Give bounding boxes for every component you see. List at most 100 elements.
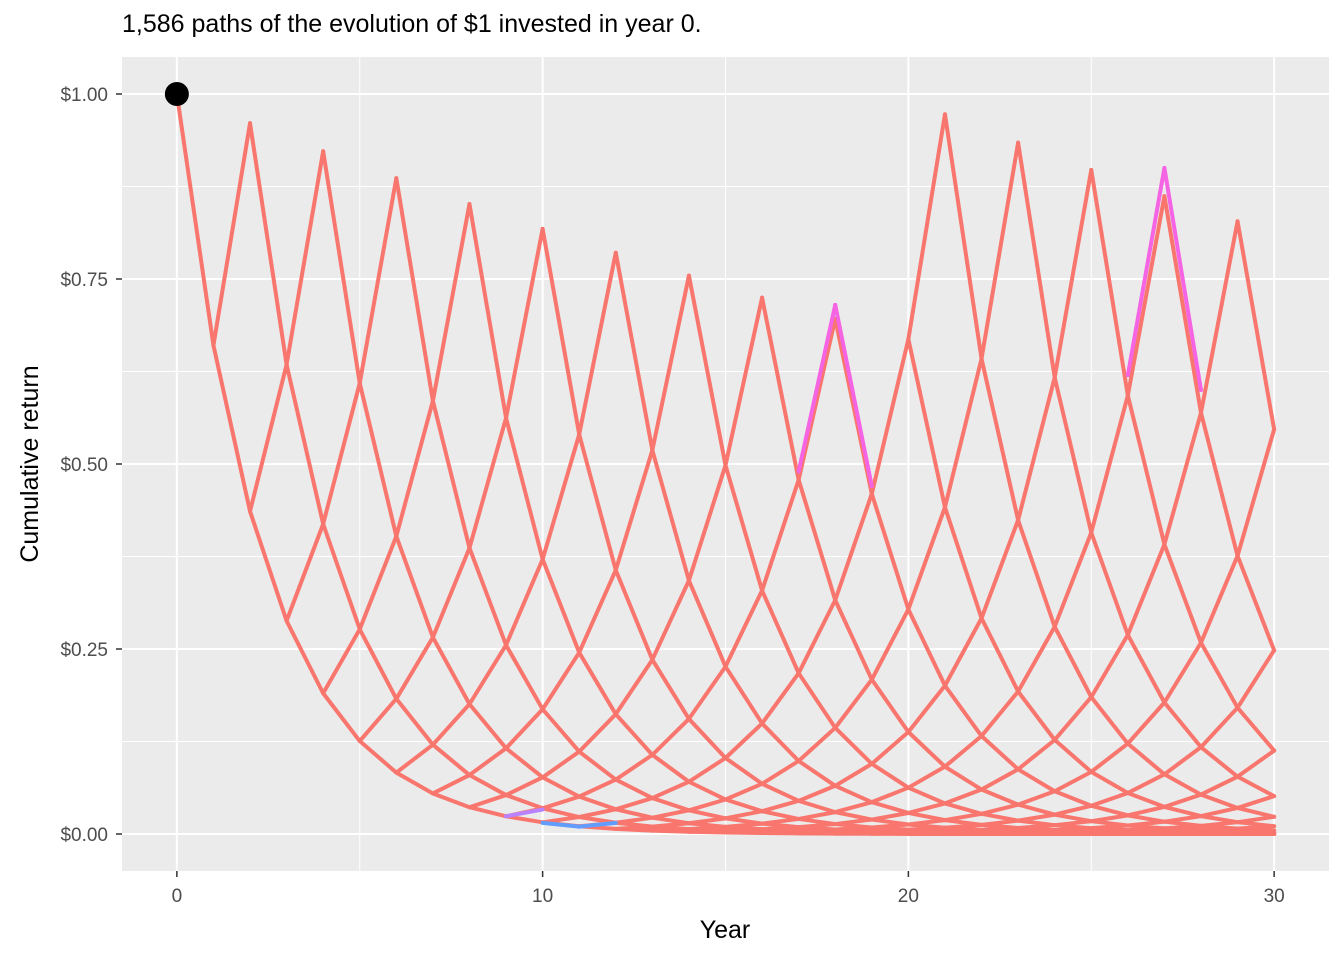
path-segment xyxy=(1162,804,1203,819)
path-segment xyxy=(430,791,472,810)
path-segment xyxy=(430,635,472,707)
path-segment xyxy=(1089,813,1130,824)
path-segment xyxy=(1089,741,1130,774)
path-segment xyxy=(686,816,728,826)
path-segment xyxy=(1016,518,1057,629)
path-segment xyxy=(321,691,362,744)
path-segment xyxy=(613,448,655,573)
path-segment xyxy=(394,770,435,796)
path-segment xyxy=(540,557,582,655)
y-axis: $0.00 $0.25 $0.50 $0.75 $1.00 xyxy=(60,85,122,846)
path-segment xyxy=(1016,375,1057,523)
path-segment xyxy=(1089,695,1130,746)
path-segment xyxy=(1162,410,1203,547)
path-segment xyxy=(942,801,984,816)
path-segment xyxy=(1235,553,1277,653)
path-segment xyxy=(1089,803,1130,818)
path-segment xyxy=(613,250,655,453)
path-segment xyxy=(942,112,984,361)
path-segment xyxy=(979,734,1021,772)
path-segment xyxy=(760,809,801,821)
path-segment xyxy=(1162,814,1203,824)
path-segment xyxy=(833,761,874,788)
path-segment xyxy=(577,712,618,754)
path-segment xyxy=(1052,530,1094,629)
path-segment xyxy=(1235,219,1277,432)
path-segment xyxy=(540,775,582,799)
path-segment xyxy=(504,226,545,420)
path-segment xyxy=(577,777,618,799)
path-segment xyxy=(1089,632,1130,700)
path-segment xyxy=(796,798,838,815)
path-segment xyxy=(833,725,874,766)
path-segment xyxy=(650,815,691,826)
path-segment xyxy=(869,810,911,822)
y-axis-title: Cumulative return xyxy=(16,365,44,562)
path-segment xyxy=(1235,648,1277,710)
path-segment xyxy=(686,797,728,813)
path-segment xyxy=(942,734,984,769)
path-segment xyxy=(1235,748,1277,779)
path-segment xyxy=(430,702,472,747)
path-segment xyxy=(577,568,618,655)
path-segment xyxy=(869,607,911,682)
path-segment xyxy=(1089,790,1130,808)
path-segment xyxy=(1016,767,1057,794)
path-segment xyxy=(796,725,838,763)
path-segment xyxy=(1162,792,1203,809)
path-segment xyxy=(650,779,691,801)
path-segment xyxy=(248,121,289,367)
path-segment xyxy=(1125,772,1167,795)
path-segment xyxy=(760,758,801,786)
x-tick-label: 30 xyxy=(1264,886,1285,907)
path-segment xyxy=(1235,814,1277,825)
path-segment xyxy=(540,806,582,820)
path-segment xyxy=(321,149,362,386)
path-segment xyxy=(394,635,435,701)
path-segment xyxy=(1198,745,1240,779)
path-segment xyxy=(1235,427,1277,558)
path-segment xyxy=(796,598,838,676)
path-segment xyxy=(650,752,691,784)
path-segment xyxy=(906,505,947,612)
path-segment xyxy=(760,816,801,826)
path-segment xyxy=(650,796,691,813)
x-tick-label: 0 xyxy=(172,886,183,907)
path-segment xyxy=(979,689,1021,739)
path-segment xyxy=(430,773,472,796)
path-segment xyxy=(613,815,655,825)
path-segment xyxy=(467,702,509,751)
highlighted-path-segment xyxy=(833,302,874,489)
path-segment xyxy=(942,505,984,621)
path-segment xyxy=(796,316,838,482)
path-segment xyxy=(467,805,509,819)
path-segment xyxy=(284,362,326,526)
path-segment xyxy=(613,796,655,812)
path-segment xyxy=(1016,689,1057,742)
path-segment xyxy=(833,783,874,805)
path-segment xyxy=(248,362,289,514)
path-segment xyxy=(1052,812,1094,824)
path-segment xyxy=(760,781,801,803)
path-segment xyxy=(504,814,545,825)
path-segment xyxy=(686,779,728,802)
x-axis-title: Year xyxy=(700,916,751,944)
path-segment xyxy=(1162,194,1203,415)
path-segment xyxy=(650,657,691,721)
path-segment xyxy=(1052,375,1094,535)
path-segment xyxy=(430,545,472,640)
path-segment xyxy=(760,477,801,593)
path-segment xyxy=(1125,790,1167,809)
path-segment xyxy=(394,534,435,640)
path-segment xyxy=(1235,794,1277,810)
path-segment xyxy=(1235,705,1277,753)
path-segment xyxy=(906,112,947,342)
path-segment xyxy=(833,598,874,682)
path-segment xyxy=(540,794,582,811)
path-segment xyxy=(504,746,545,780)
path-segment xyxy=(833,800,874,815)
path-segment xyxy=(1052,624,1094,700)
path-segment xyxy=(1198,553,1240,645)
path-segment xyxy=(796,810,838,821)
path-segment xyxy=(577,650,618,717)
